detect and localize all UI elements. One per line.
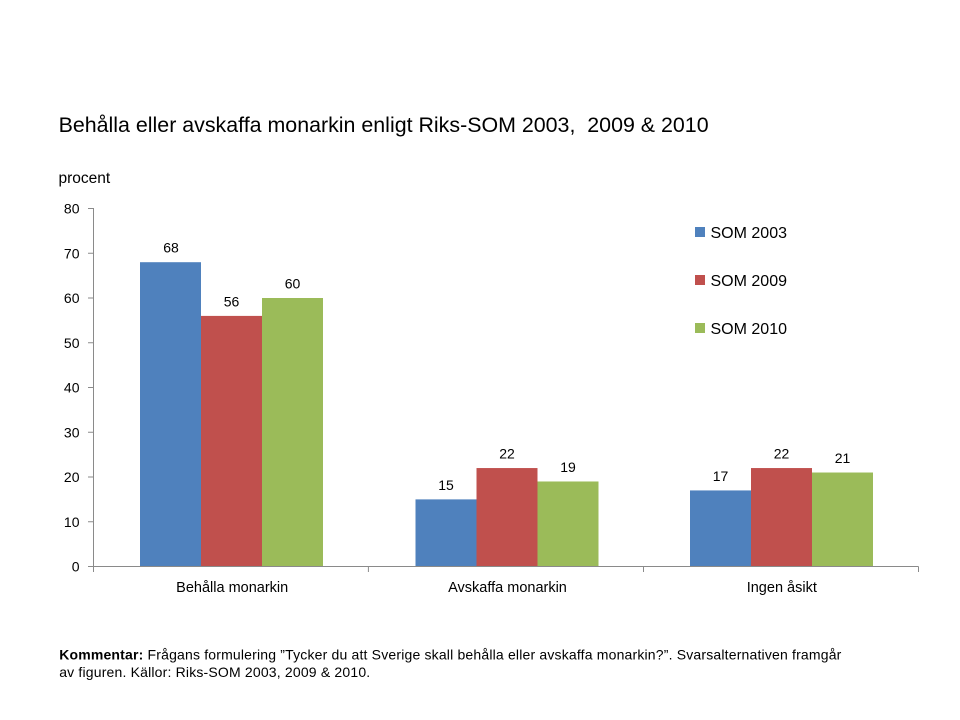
- svg-text:21: 21: [835, 450, 851, 466]
- svg-text:procent: procent: [59, 170, 111, 187]
- svg-text:Avskaffa monarkin: Avskaffa monarkin: [448, 580, 567, 596]
- svg-text:19: 19: [560, 459, 576, 475]
- svg-text:22: 22: [774, 445, 790, 461]
- svg-text:SOM 2003: SOM 2003: [711, 225, 788, 242]
- svg-text:22: 22: [499, 445, 515, 461]
- svg-text:Ingen åsikt: Ingen åsikt: [747, 580, 817, 596]
- svg-text:17: 17: [713, 468, 729, 484]
- svg-text:SOM 2009: SOM 2009: [711, 273, 788, 290]
- svg-text:SOM 2010: SOM 2010: [711, 321, 788, 338]
- svg-text:10: 10: [64, 514, 80, 530]
- svg-text:60: 60: [285, 275, 301, 291]
- svg-text:70: 70: [64, 245, 80, 261]
- svg-text:15: 15: [438, 477, 454, 493]
- svg-text:60: 60: [64, 290, 80, 306]
- svg-text:56: 56: [224, 293, 240, 309]
- svg-text:av figuren. Källor: Riks-SOM 2: av figuren. Källor: Riks-SOM 2003, 2009 …: [59, 664, 370, 680]
- svg-text:80: 80: [64, 201, 80, 217]
- svg-text:Kommentar: Frågans formulering: Kommentar: Frågans formulering ”Tycker d…: [59, 647, 841, 663]
- svg-text:0: 0: [72, 559, 80, 575]
- svg-text:20: 20: [64, 469, 80, 485]
- svg-text:50: 50: [64, 335, 80, 351]
- svg-text:Behålla eller avskaffa monarki: Behålla eller avskaffa monarkin enligt R…: [59, 113, 709, 137]
- svg-text:30: 30: [64, 424, 80, 440]
- svg-text:40: 40: [64, 380, 80, 396]
- svg-text:68: 68: [163, 240, 179, 256]
- svg-text:Behålla monarkin: Behålla monarkin: [176, 580, 288, 596]
